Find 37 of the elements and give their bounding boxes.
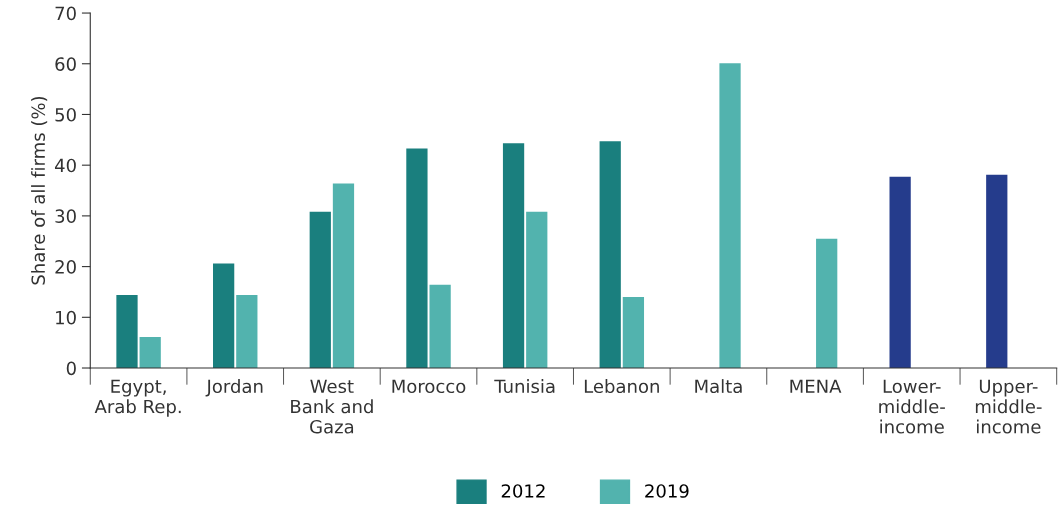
bar <box>139 337 161 369</box>
x-tick-label: Egypt, Arab Rep. <box>94 379 181 417</box>
x-tick-label: Morocco <box>392 379 466 394</box>
x-tick-label: West Bank and Gaza <box>291 379 373 434</box>
bar <box>502 143 525 369</box>
bar <box>116 294 138 369</box>
bar <box>889 176 911 369</box>
x-tick-label: Upper- middle- income <box>975 379 1042 434</box>
bar <box>816 238 838 369</box>
legend-label: 2019 <box>645 484 689 498</box>
y-tick-label: 20 <box>55 260 76 274</box>
x-tick-label: Malta <box>695 379 742 394</box>
bar <box>719 63 741 369</box>
x-tick-label: Lower- middle- income <box>879 379 945 434</box>
x-tick-label: Jordan <box>205 379 263 397</box>
y-tick-label: 0 <box>66 361 76 376</box>
bar <box>599 141 621 369</box>
y-tick-label: 10 <box>56 310 76 325</box>
x-tick-label: Lebanon <box>584 379 659 394</box>
y-axis-title: Share of all firms (%) <box>31 96 48 285</box>
y-tick-label: 70 <box>55 6 76 21</box>
x-tick-label: MENA <box>790 379 842 393</box>
bar <box>526 211 548 369</box>
y-tick-label: 30 <box>55 209 76 223</box>
x-tick-label: Tunisia <box>494 379 555 394</box>
bar <box>213 263 235 369</box>
y-tick-label: 40 <box>54 158 76 173</box>
bar <box>406 148 428 369</box>
bar <box>236 294 258 369</box>
bar <box>622 297 645 369</box>
bar <box>309 211 331 369</box>
bar <box>429 284 451 369</box>
bar <box>332 183 355 369</box>
legend-label: 2012 <box>501 484 545 498</box>
y-tick-label: 60 <box>55 57 76 71</box>
y-tick-label: 50 <box>55 107 76 122</box>
bar <box>986 174 1008 369</box>
